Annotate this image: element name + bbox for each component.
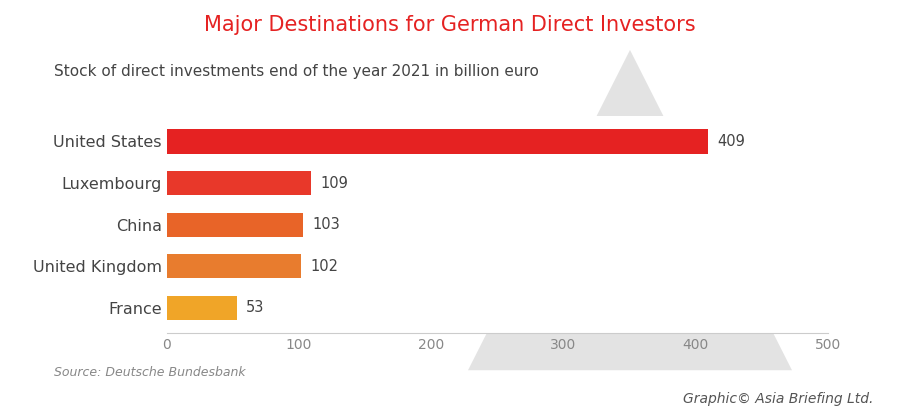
Text: Source: Deutsche Bundesbank: Source: Deutsche Bundesbank (54, 366, 246, 379)
Text: Stock of direct investments end of the year 2021 in billion euro: Stock of direct investments end of the y… (54, 64, 539, 79)
Bar (166, 213, 302, 237)
Bar (166, 254, 302, 278)
Text: 109: 109 (320, 176, 347, 191)
Text: 53: 53 (246, 300, 265, 315)
Text: 102: 102 (310, 259, 338, 274)
Bar (166, 171, 310, 195)
Bar (166, 129, 707, 154)
Text: Graphic© Asia Briefing Ltd.: Graphic© Asia Briefing Ltd. (682, 391, 873, 406)
Text: 103: 103 (312, 217, 340, 232)
Text: Major Destinations for German Direct Investors: Major Destinations for German Direct Inv… (204, 15, 696, 35)
Bar (166, 296, 237, 320)
Text: 409: 409 (717, 134, 744, 149)
